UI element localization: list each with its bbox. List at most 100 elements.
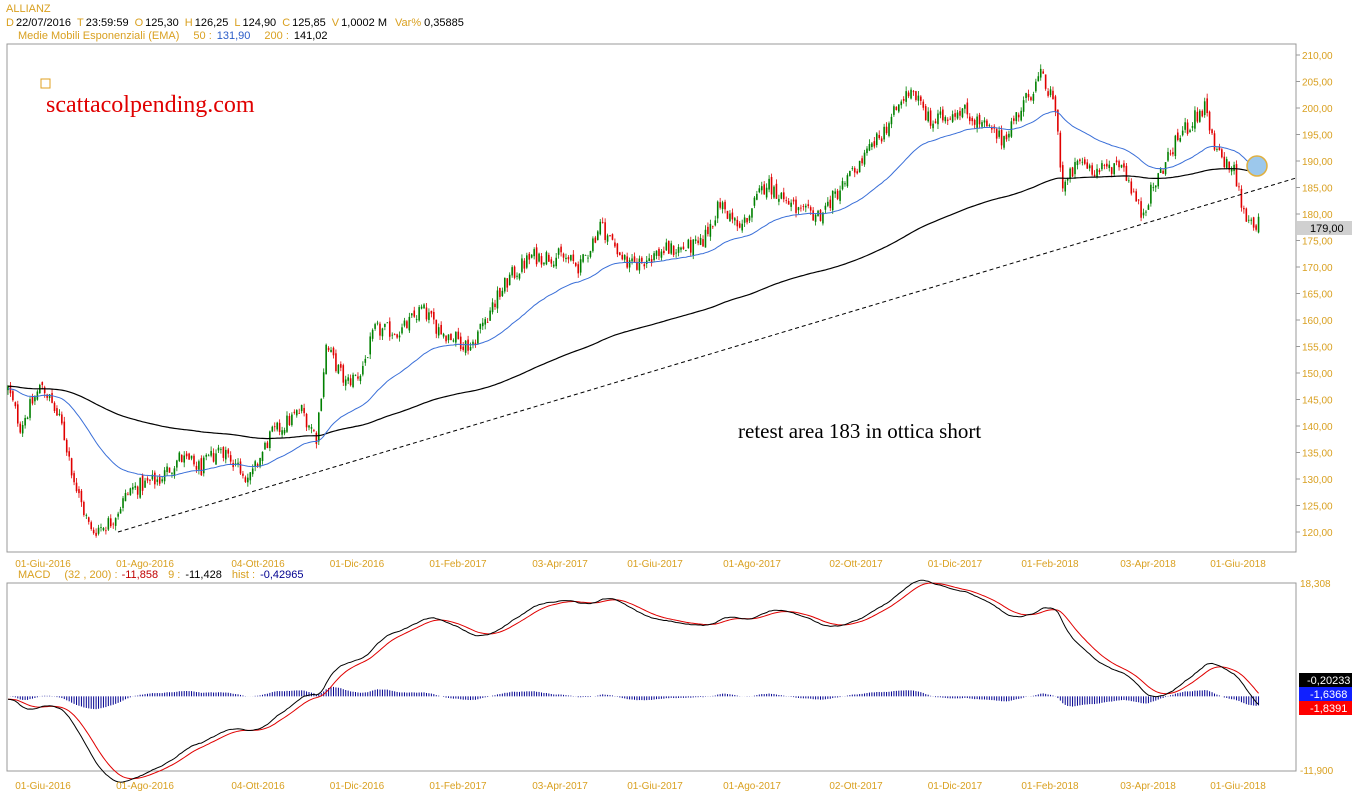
candle-body (964, 104, 966, 109)
candle-body (472, 341, 474, 345)
candle-body (1243, 207, 1245, 210)
candle-body (871, 143, 873, 148)
candle-body (873, 141, 876, 147)
candle-body (437, 327, 440, 336)
price-tick-label: 155,00 (1302, 343, 1333, 354)
candle-body (890, 116, 893, 125)
candle-body (682, 246, 685, 250)
highlight-circle (1246, 155, 1268, 177)
candle-body (839, 190, 841, 201)
candle-body (1037, 76, 1040, 82)
candle-body (288, 416, 291, 425)
candle-body (413, 310, 416, 317)
date-tick-label: 04-Ott-2016 (231, 559, 285, 570)
ema200-line (8, 168, 1259, 440)
candle-body (809, 207, 812, 211)
candle-body (631, 258, 633, 262)
last-price-badge (1297, 221, 1352, 235)
candle-body (1157, 173, 1160, 187)
candle-body (1069, 168, 1071, 179)
candle-body (648, 258, 650, 262)
candle-body (53, 402, 56, 411)
candle-body (1213, 133, 1216, 150)
candle-body (1003, 136, 1005, 148)
candle-body (474, 342, 477, 345)
trendline[interactable] (117, 177, 1297, 533)
candle-body (168, 467, 171, 473)
candle-body (694, 239, 697, 241)
candle-body (724, 201, 726, 210)
date-tick-label: 01-Giu-2017 (627, 781, 683, 792)
date-tick-label: 01-Giu-2018 (1210, 781, 1266, 792)
candle-body (846, 175, 849, 187)
macd-panel[interactable] (6, 582, 1297, 772)
candle-body (1147, 205, 1150, 210)
candle-body (748, 215, 751, 221)
candle-body (557, 248, 560, 255)
candle-body (770, 177, 773, 195)
candle-body (1059, 132, 1062, 168)
candle-body (1233, 164, 1235, 171)
candle-body (915, 91, 917, 100)
candle-body (173, 468, 176, 477)
candle-body (1203, 101, 1206, 116)
candle-body (494, 303, 496, 308)
candle-body (1025, 93, 1027, 99)
candle-body (70, 458, 73, 476)
candle-body (579, 259, 582, 273)
candle-body (36, 391, 39, 400)
candle-body (305, 413, 308, 428)
candle-body (151, 474, 154, 480)
candle-body (526, 255, 528, 268)
candle-body (190, 455, 193, 459)
candle-body (501, 290, 504, 297)
candle-body (440, 324, 442, 335)
candle-body (729, 213, 731, 222)
candle-body (330, 349, 332, 352)
candle-body (486, 321, 489, 323)
candle-body (1159, 168, 1162, 173)
candle-body (469, 347, 472, 351)
macd-legend: MACD (32 , 200) : -11,858 9 : -11,428 hist :-… (18, 569, 304, 581)
candle-body (577, 264, 580, 274)
candle-body (464, 340, 467, 353)
candle-body (1047, 91, 1049, 96)
candle-body (560, 246, 562, 253)
candle-body (819, 209, 822, 221)
candle-body (318, 412, 320, 442)
candle-body (1154, 185, 1157, 188)
candle-body (978, 114, 981, 125)
price-panel[interactable] (6, 43, 1297, 553)
candle-body (981, 122, 983, 127)
candle-body (1113, 163, 1115, 175)
candle-body (795, 199, 797, 213)
candle-body (1101, 163, 1103, 170)
candle-body (90, 522, 93, 530)
date-tick-label: 02-Ott-2017 (829, 559, 883, 570)
candle-body (68, 451, 70, 457)
candle-body (704, 229, 707, 248)
candle-body (1088, 165, 1091, 169)
candle-body (183, 455, 186, 463)
candle-body (763, 184, 766, 195)
candle-body (452, 340, 455, 342)
candle-body (667, 240, 670, 254)
candle-body (523, 260, 526, 269)
candle-body (457, 331, 460, 340)
candle-body (687, 239, 690, 249)
candle-body (276, 422, 278, 430)
candle-body (944, 117, 947, 122)
candle-body (1137, 199, 1140, 201)
candle-body (1172, 152, 1174, 155)
candle-body (491, 302, 494, 313)
candle-body (831, 190, 834, 211)
candle-body (7, 386, 9, 391)
candle-body (731, 212, 734, 220)
candle-body (298, 413, 301, 414)
date-axis: 01-Giu-2016 01-Ago-2016 04-Ott-2016 01-Dic-… (15, 559, 1266, 570)
candle-body (709, 223, 712, 237)
candle-body (712, 226, 714, 228)
candle-body (496, 290, 499, 309)
candle-body (433, 311, 435, 320)
